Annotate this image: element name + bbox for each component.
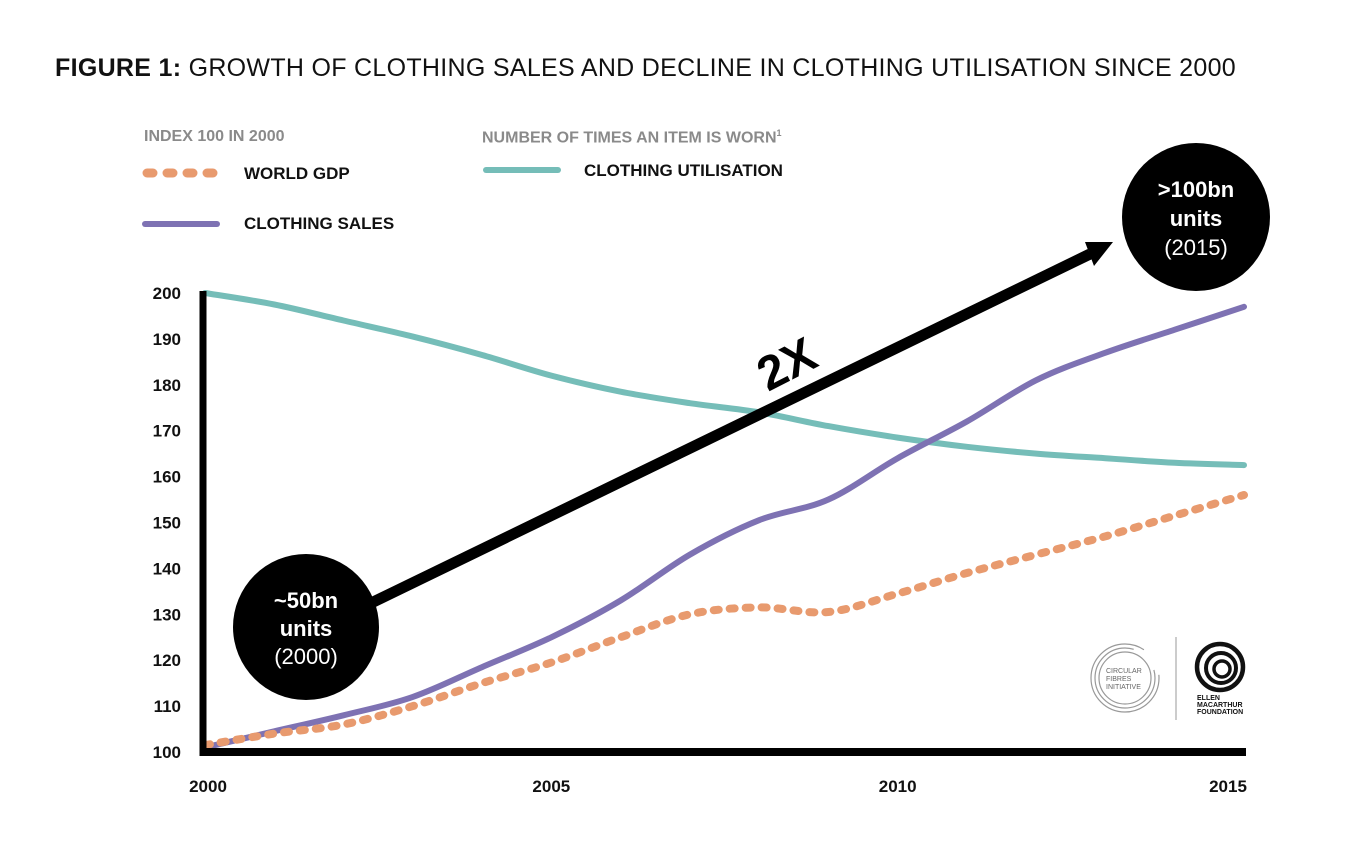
figure-title-text: GROWTH OF CLOTHING SALES AND DECLINE IN … xyxy=(188,54,1236,82)
end-bubble-year: (2015) xyxy=(1164,235,1228,260)
legend-heading-index: INDEX 100 IN 2000 xyxy=(144,128,285,145)
y-axis-ticks: 100 110 120 130 140 150 160 170 180 190 200 xyxy=(153,284,181,762)
chart-title: FIGURE 1: GROWTH OF CLOTHING SALES AND D… xyxy=(55,54,1236,83)
start-bubble-year: (2000) xyxy=(274,644,338,669)
legend-heading-worn-text: NUMBER OF TIMES AN ITEM IS WORN xyxy=(482,129,777,147)
y-tick-label: 140 xyxy=(153,559,181,578)
growth-arrowhead-icon xyxy=(1085,242,1113,266)
emf-logo-line3: FOUNDATION xyxy=(1197,709,1243,716)
ellen-macarthur-foundation-logo: ELLEN MACARTHUR FOUNDATION xyxy=(1194,641,1246,716)
y-tick-label: 110 xyxy=(154,697,181,716)
x-axis-ticks: 2000 2005 2010 2015 xyxy=(189,777,1247,796)
y-tick-label: 200 xyxy=(153,284,181,303)
y-tick-label: 150 xyxy=(153,514,181,533)
legend-label-world-gdp: WORLD GDP xyxy=(244,164,350,183)
y-tick-label: 100 xyxy=(153,743,181,762)
emf-logo-line2: MACARTHUR xyxy=(1197,702,1243,709)
x-tick-label: 2015 xyxy=(1209,777,1247,796)
series-line-clothing-sales xyxy=(202,303,1247,751)
x-tick-label: 2000 xyxy=(189,777,227,796)
start-bubble-circle xyxy=(233,554,379,700)
growth-arrow-line xyxy=(362,249,1093,611)
footnote-marker: 1 xyxy=(776,128,782,138)
start-bubble-value: ~50bn xyxy=(274,588,338,613)
end-bubble-units: units xyxy=(1170,206,1223,231)
emf-logo-line1: ELLEN xyxy=(1197,695,1220,702)
end-bubble-value: >100bn xyxy=(1158,177,1234,202)
y-tick-label: 180 xyxy=(153,376,181,395)
series-group xyxy=(201,290,1248,751)
start-bubble-units: units xyxy=(280,616,333,641)
circular-fibres-initiative-logo: CIRCULAR FIBRES INITIATIVE xyxy=(1090,643,1160,713)
cfi-logo-line2: FIBRES xyxy=(1106,676,1132,683)
y-tick-label: 170 xyxy=(153,422,181,441)
end-bubble: >100bn units (2015) xyxy=(1122,143,1270,291)
start-bubble: ~50bn units (2000) xyxy=(233,554,379,700)
legend-label-clothing-utilisation: CLOTHING UTILISATION xyxy=(584,161,783,180)
y-tick-label: 190 xyxy=(153,330,181,349)
x-tick-label: 2010 xyxy=(879,777,917,796)
y-tick-label: 120 xyxy=(153,651,181,670)
cfi-logo-line3: INITIATIVE xyxy=(1106,684,1141,691)
figure-number: FIGURE 1: xyxy=(55,54,182,82)
legend-heading-worn: NUMBER OF TIMES AN ITEM IS WORN1 xyxy=(482,128,782,147)
series-line-clothing-utilisation xyxy=(202,290,1247,469)
y-tick-label: 130 xyxy=(153,605,181,624)
x-tick-label: 2005 xyxy=(532,777,570,796)
end-bubble-circle xyxy=(1122,143,1270,291)
legend-label-clothing-sales: CLOTHING SALES xyxy=(244,214,395,233)
series-line-world-gdp xyxy=(201,491,1248,750)
cfi-logo-line1: CIRCULAR xyxy=(1106,668,1142,675)
y-tick-label: 160 xyxy=(153,468,181,487)
